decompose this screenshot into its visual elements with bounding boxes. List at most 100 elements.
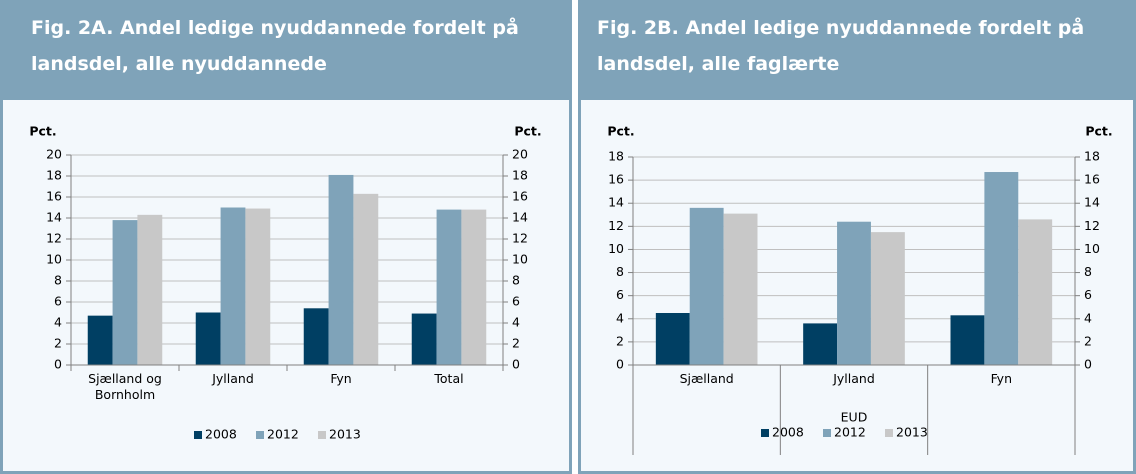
x-tick-label: Sjælland <box>679 371 734 386</box>
legend-label: 2008 <box>205 427 237 442</box>
y-tick-label: 20 <box>46 147 62 162</box>
bar <box>353 193 379 365</box>
y-tick-label: 14 <box>46 210 62 225</box>
y2-tick-label: 2 <box>512 336 520 351</box>
y2-tick-label: 18 <box>512 168 528 183</box>
y2-tick-label: 8 <box>512 273 520 288</box>
y2-axis-label: Pct. <box>514 124 541 139</box>
bar <box>245 208 271 365</box>
bar <box>984 172 1019 365</box>
bar <box>1018 219 1053 365</box>
bar <box>137 214 163 365</box>
bar <box>220 207 246 365</box>
x-tick-label: Jylland <box>833 371 875 386</box>
legend-swatch <box>318 431 326 439</box>
y2-axis-label: Pct. <box>1085 124 1112 139</box>
bar <box>195 312 221 365</box>
legend-label: 2013 <box>329 427 361 442</box>
legend-label: 2013 <box>896 425 928 440</box>
y-tick-label: 18 <box>46 168 62 183</box>
y2-tick-label: 14 <box>512 210 528 225</box>
y2-tick-label: 18 <box>1084 149 1100 164</box>
bar <box>870 232 905 365</box>
bar <box>328 174 354 365</box>
bar <box>112 220 138 365</box>
bar <box>689 207 724 365</box>
y-tick-label: 10 <box>46 252 62 267</box>
y2-tick-label: 10 <box>512 252 528 267</box>
x-tick-label-box: Jylland <box>833 371 875 386</box>
bar <box>461 209 487 365</box>
x-tick-label-box: Fyn <box>990 371 1012 386</box>
legend-label: 2012 <box>267 427 299 442</box>
y-tick-label: 0 <box>616 357 624 372</box>
y2-tick-label: 8 <box>1084 264 1092 279</box>
y2-tick-label: 14 <box>1084 195 1100 210</box>
x-tick-label-box: Sjælland <box>679 371 734 386</box>
legend-swatch <box>194 431 202 439</box>
x-tick-label: Fyn <box>330 371 352 386</box>
chart: 0 2 4 6 8 10 12 14 16 18 0 2 4 6 8 10 12 14 16 18 Pct. Pct. Sj… <box>607 124 1113 455</box>
y2-tick-label: 4 <box>512 315 520 330</box>
x-tick-label-box: Sjælland og Bornholm <box>88 371 162 402</box>
x-tick-label: Total <box>434 371 464 386</box>
x-tick-label: Fyn <box>990 371 1012 386</box>
y-axis-label: Pct. <box>29 124 56 139</box>
x-tick-label: Sjælland og Bornholm <box>88 371 162 402</box>
y-tick-label: 16 <box>608 172 624 187</box>
panel: Fig. 2A. Andel ledige nyuddannede fordel… <box>0 0 572 474</box>
bar <box>723 213 758 365</box>
bar <box>436 209 462 365</box>
y-tick-label: 18 <box>608 149 624 164</box>
y2-tick-label: 6 <box>512 294 520 309</box>
y2-tick-label: 0 <box>1084 357 1092 372</box>
y-tick-label: 2 <box>616 333 624 348</box>
bar <box>837 221 871 365</box>
legend-swatch <box>885 429 893 437</box>
y-tick-label: 0 <box>54 357 62 372</box>
bar <box>87 315 113 365</box>
y-tick-label: 4 <box>616 310 624 325</box>
y2-tick-label: 10 <box>1084 241 1100 256</box>
y-tick-label: 6 <box>616 287 624 302</box>
y-tick-label: 16 <box>46 189 62 204</box>
y-tick-label: 14 <box>608 195 624 210</box>
group-label: EUD <box>841 410 868 425</box>
legend-swatch <box>761 429 769 437</box>
y-tick-label: 2 <box>54 336 62 351</box>
bar <box>950 315 985 365</box>
legend-label: 2008 <box>772 425 804 440</box>
y-tick-label: 4 <box>54 315 62 330</box>
y2-tick-label: 2 <box>1084 333 1092 348</box>
chart-title: Fig. 2B. Andel ledige nyuddannede fordel… <box>581 0 1133 100</box>
y-tick-label: 8 <box>54 273 62 288</box>
y2-tick-label: 4 <box>1084 310 1092 325</box>
chart-title: Fig. 2A. Andel ledige nyuddannede fordel… <box>3 0 569 100</box>
legend-label: 2012 <box>834 425 866 440</box>
x-tick-label-box: Jylland <box>212 371 254 386</box>
y2-tick-label: 12 <box>512 231 528 246</box>
y-tick-label: 10 <box>608 241 624 256</box>
y2-tick-label: 16 <box>512 189 528 204</box>
bar <box>303 308 329 365</box>
bar <box>803 323 838 365</box>
legend-swatch <box>823 429 831 437</box>
legend-swatch <box>256 431 264 439</box>
bar <box>655 313 690 365</box>
x-tick-label: Jylland <box>212 371 254 386</box>
y2-tick-label: 0 <box>512 357 520 372</box>
y-tick-label: 8 <box>616 264 624 279</box>
x-tick-label-box: Fyn <box>330 371 352 386</box>
y2-tick-label: 12 <box>1084 218 1100 233</box>
y2-tick-label: 16 <box>1084 172 1100 187</box>
y-tick-label: 6 <box>54 294 62 309</box>
y2-tick-label: 20 <box>512 147 528 162</box>
bar <box>411 313 437 365</box>
chart: 0 2 4 6 8 10 12 14 16 18 20 0 2 4 6 8 10 12 14 16 18 20 Pct. Pc… <box>29 124 541 442</box>
y2-tick-label: 6 <box>1084 287 1092 302</box>
y-tick-label: 12 <box>46 231 62 246</box>
y-tick-label: 12 <box>608 218 624 233</box>
x-tick-label-box: Total <box>434 371 464 386</box>
panel: Fig. 2B. Andel ledige nyuddannede fordel… <box>578 0 1136 474</box>
